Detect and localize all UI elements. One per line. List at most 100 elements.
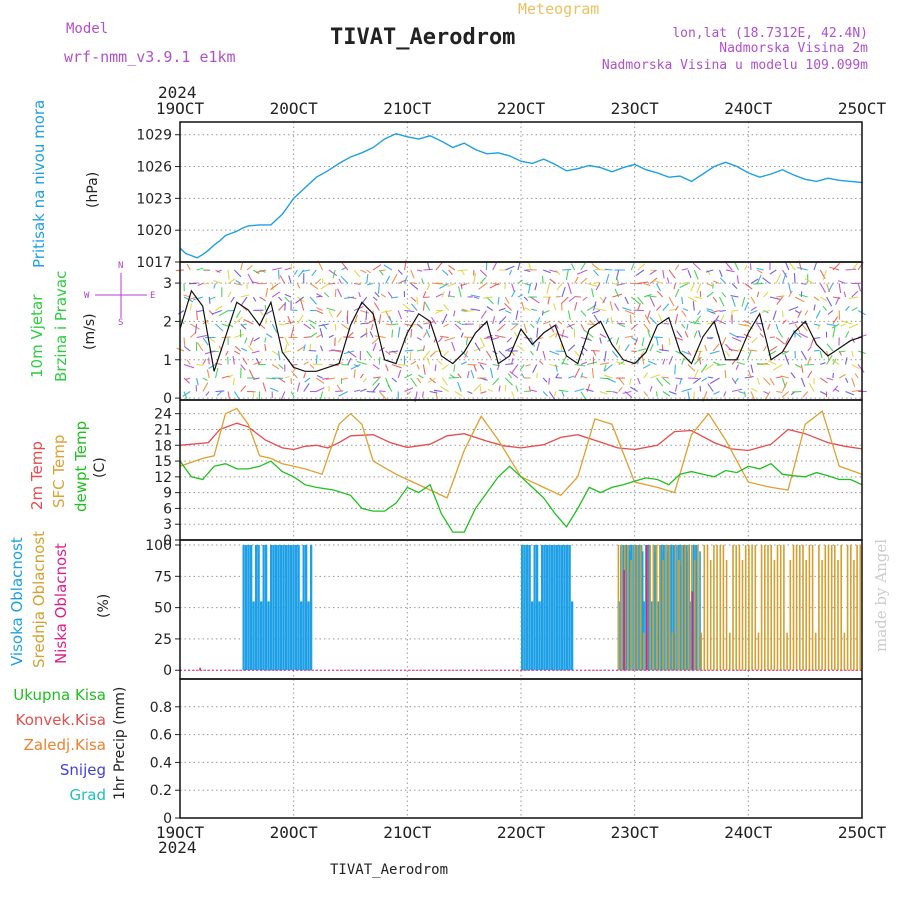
wind-arrow [240, 294, 250, 298]
wind-arrow [422, 350, 431, 360]
cloud-mid-bar [713, 545, 715, 671]
wind-arrow [682, 308, 689, 312]
wind-arrow [410, 328, 413, 338]
wind-arrow [391, 273, 398, 284]
wind-arrow [609, 301, 613, 311]
wind-arrow [372, 342, 377, 352]
wind-arrow [251, 281, 260, 285]
wind-arrow [712, 296, 718, 303]
cloud-mid-bar [636, 545, 639, 671]
wind-arrow [183, 363, 195, 369]
cloud-mid-bar [659, 545, 661, 671]
wind-arrow [511, 358, 514, 365]
wind-arrow [719, 277, 727, 284]
cloud-mid-bar [671, 632, 674, 671]
wind-arrow [208, 357, 210, 365]
wind-arrow [807, 346, 812, 352]
cloud-high-bar [654, 551, 657, 671]
wind-arrow [404, 373, 413, 379]
cloud-high-bar [650, 601, 653, 671]
wind-arrow [674, 364, 676, 375]
y-tick-label: 1029 [136, 128, 172, 144]
wind-arrow [186, 359, 191, 365]
wind-arrow [630, 296, 640, 305]
wind-arrow [826, 296, 833, 307]
cloud-high-bar [536, 545, 539, 671]
top-tick-label: 20OCT [270, 99, 319, 118]
wind-arrow [649, 316, 657, 325]
dir-east: E [150, 291, 155, 301]
wind-arrow [750, 306, 757, 311]
cloud-high-bar [295, 545, 298, 671]
wind-arrow [360, 309, 370, 314]
cloud-mid-bar [655, 545, 658, 671]
wind-arrow [649, 343, 654, 352]
wind-arrow [291, 370, 298, 379]
wind-arrow [225, 350, 229, 356]
wind-arrow [756, 274, 762, 284]
wind-arrow [668, 296, 675, 307]
cloud-high-bar [523, 545, 526, 671]
wind-arrow [649, 385, 653, 392]
cloud-mid-bar [700, 632, 702, 671]
wind-arrow [309, 364, 315, 369]
wind-arrow [767, 360, 777, 365]
wind-arrow [291, 363, 298, 366]
wind-arrow [447, 282, 456, 288]
wind-arrow [336, 384, 342, 392]
wind-arrow [808, 382, 815, 392]
wind-arrow [504, 303, 512, 311]
wind-arrow [296, 283, 301, 289]
wind-arrow [473, 296, 480, 300]
wind-arrow [216, 269, 223, 273]
wind-arrow [440, 385, 449, 392]
wind-arrow [618, 377, 625, 386]
pressure-side-label: Pritisak na nivou mora (hPa) [30, 100, 101, 268]
wind-arrow [749, 309, 758, 315]
wind-arrow [498, 316, 507, 325]
wind-arrow [196, 363, 204, 367]
wind-arrow [390, 296, 399, 299]
wind-arrow [435, 262, 443, 271]
cloud-mid-bar [837, 560, 839, 671]
cloud-mid-bar [824, 545, 827, 671]
wind-arrow [676, 330, 683, 338]
wind-arrow [693, 356, 702, 365]
wind-arrow [284, 301, 286, 311]
wind-arrow [406, 391, 412, 396]
wind-arrow [681, 323, 686, 329]
wind-arrow [775, 273, 781, 284]
wind-arrow [629, 377, 632, 385]
wind-arrow [558, 389, 569, 393]
cloud-mid-bar [633, 545, 636, 671]
cloud-side-label: Visoka Oblacnost Srednja Oblacnost Niska… [8, 531, 112, 668]
wind-arrow [505, 346, 514, 352]
wind-arrow [439, 283, 449, 289]
wind-arrow [454, 323, 462, 331]
wind-arrow [303, 344, 306, 352]
wind-arrow [643, 282, 651, 287]
wind-arrow [630, 323, 638, 330]
wind-arrow [663, 322, 670, 325]
y-tick-label: 15 [154, 454, 172, 470]
wind-arrow [710, 309, 720, 314]
wind-arrow [240, 364, 246, 371]
wind-arrow [278, 377, 286, 383]
cloud-mid-bar [678, 560, 680, 671]
wind-arrow [211, 309, 222, 315]
wind-arrow [701, 377, 708, 382]
wind-arrow [391, 377, 398, 383]
wind-arrow [857, 364, 865, 373]
cloud-high-bar [272, 545, 275, 671]
wind-arrow [505, 309, 512, 314]
wind-arrow [240, 296, 248, 307]
cloud-mid-bar [649, 545, 651, 671]
wind-arrow [643, 372, 649, 379]
cloud-mid-bar [738, 545, 741, 671]
wind-arrow [790, 372, 796, 379]
cloud-high-bar [629, 551, 631, 671]
cloud-mid-bar [764, 545, 766, 671]
wind-arrow [643, 323, 651, 332]
wind-arrow [549, 363, 559, 368]
